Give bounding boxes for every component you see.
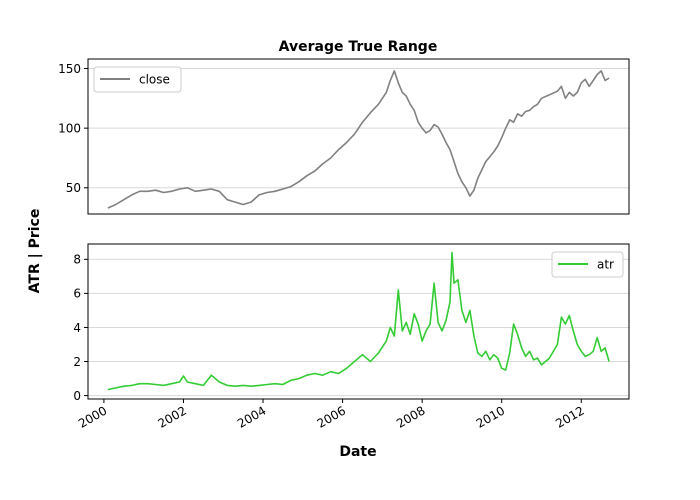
atr-y-axis: 0 2 4 6 8 <box>73 253 88 403</box>
atr-y-tick-label: 8 <box>73 253 81 267</box>
price-y-tick-label: 50 <box>66 181 81 195</box>
close-series <box>107 70 610 209</box>
price-y-tick-label: 100 <box>58 121 81 135</box>
price-y-tick-label: 150 <box>58 62 81 76</box>
price-y-axis: 50 100 150 <box>58 62 88 195</box>
atr-series <box>107 251 610 391</box>
atr-gridlines <box>88 258 629 397</box>
x-axis-label: Date <box>339 444 376 460</box>
price-panel: 50 100 150 close <box>58 58 630 215</box>
atr-y-tick-label: 4 <box>73 321 81 335</box>
atr-panel: 0 2 4 6 8 atr <box>73 243 630 403</box>
close-legend-label: close <box>139 73 170 87</box>
price-legend: close <box>93 66 182 93</box>
atr-line <box>107 251 610 391</box>
atr-y-tick-label: 6 <box>73 287 81 301</box>
price-axes-frame <box>87 58 630 215</box>
atr-y-tick-label: 2 <box>73 355 81 369</box>
atr-legend: atr <box>551 251 624 278</box>
atr-legend-label: atr <box>597 258 614 272</box>
chart-title: Average True Range <box>279 39 438 55</box>
close-line <box>107 70 610 209</box>
atr-axes-frame <box>87 243 630 400</box>
y-axis-label: ATR | Price <box>27 209 43 294</box>
atr-y-tick-label: 0 <box>73 389 81 403</box>
